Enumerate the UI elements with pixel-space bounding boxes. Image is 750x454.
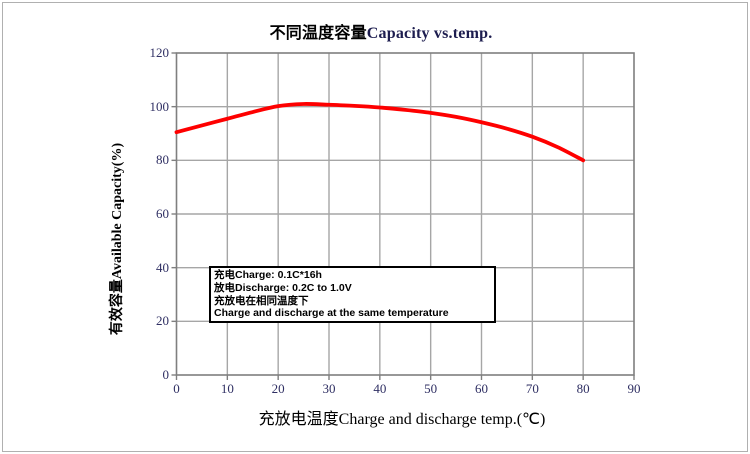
- y-tick-label: 60: [156, 206, 169, 221]
- y-tick-label: 120: [149, 45, 170, 60]
- x-tick-label: 30: [322, 381, 336, 396]
- x-tick-label: 40: [373, 381, 387, 396]
- y-axis-title: 有效容量Available Capacity(%): [110, 142, 125, 336]
- x-axis-title: 充放电温度Charge and discharge temp.(℃): [258, 411, 546, 428]
- annotation-line-charge: 充电Charge: 0.1C*16h: [214, 269, 322, 281]
- annotation-line-same-temp-zh: 充放电在相同温度下: [214, 294, 309, 307]
- y-tick-label: 80: [156, 152, 169, 168]
- x-tick-label: 0: [173, 381, 180, 396]
- x-tick-label: 70: [525, 381, 539, 396]
- y-tick-label: 20: [156, 313, 169, 329]
- plot-border: [175, 52, 635, 376]
- x-tick-label: 10: [220, 381, 234, 396]
- annotation-line-same-temp-en: Charge and discharge at the same tempera…: [214, 307, 449, 320]
- x-tick-label: 20: [271, 381, 285, 396]
- x-tick-label: 60: [475, 381, 488, 396]
- x-tick-label: 50: [424, 381, 438, 396]
- y-tick-label: 0: [162, 367, 170, 382]
- x-tick-label: 90: [627, 381, 641, 396]
- y-tick-label: 100: [149, 98, 170, 114]
- x-tick-label: 80: [576, 381, 590, 396]
- y-tick-label: 40: [156, 259, 169, 275]
- chart-title-english: Capacity vs.temp.: [366, 25, 493, 42]
- chart-title: 不同温度容量Capacity vs.temp.: [270, 19, 493, 43]
- chart-title-chinese: 不同温度容量: [269, 25, 367, 42]
- annotation-line-discharge: 放电Discharge: 0.2C to 1.0V: [214, 281, 352, 294]
- available-capacity-curve: [174, 102, 586, 163]
- annotation-box: 充电Charge: 0.1C*16h 放电Discharge: 0.2C to …: [209, 266, 496, 323]
